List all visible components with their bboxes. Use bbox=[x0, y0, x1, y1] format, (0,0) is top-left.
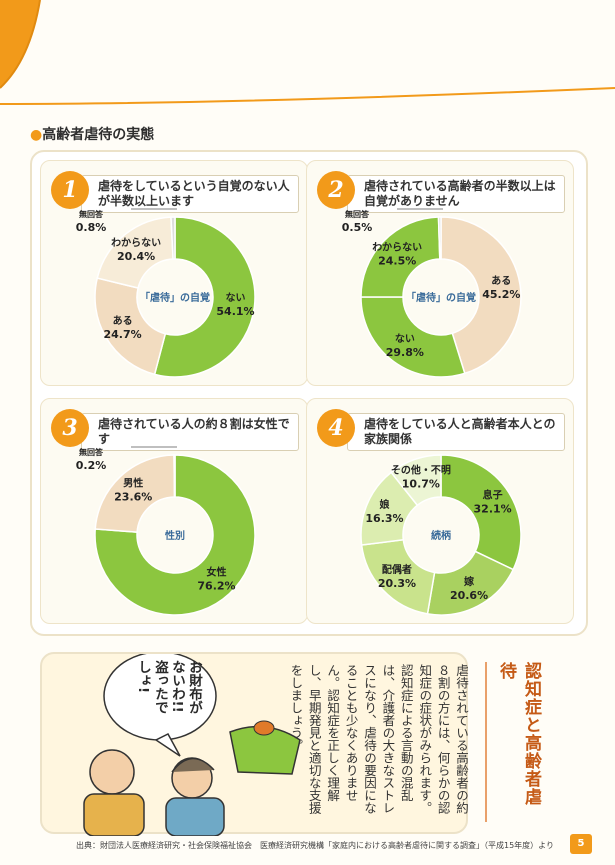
chart-card-3: 虐待されている人の約８割は女性です 3 女性 76.2% 男性 23.6% 無回答 0.2% 性… bbox=[40, 398, 308, 624]
slice-value: 76.2% bbox=[197, 580, 235, 593]
slice-value: 0.2% bbox=[76, 459, 107, 472]
donut-center-label: 性別 bbox=[164, 529, 185, 542]
slice-label: 無回答 bbox=[79, 209, 104, 219]
slice-value: 20.4% bbox=[117, 250, 155, 263]
donut-center-label: 「虐待」の自覚 bbox=[140, 291, 210, 304]
slice-value: 29.8% bbox=[386, 346, 424, 359]
slice-無回答 bbox=[437, 216, 442, 260]
illustration-area bbox=[40, 651, 468, 837]
chart-number-badge: 1 bbox=[51, 171, 89, 209]
chart-card-2: 虐待されている高齢者の半数以上は自覚がありません 2 ある 45.2% ない 29.8% わ… bbox=[306, 160, 574, 386]
slice-ない bbox=[153, 216, 256, 378]
slice-わからない bbox=[360, 216, 441, 298]
header-decoration bbox=[0, 0, 615, 105]
slice-label: わからない bbox=[111, 237, 161, 249]
bullet-icon: ● bbox=[30, 127, 43, 143]
slice-label: わからない bbox=[372, 242, 422, 254]
chart-number-badge: 4 bbox=[317, 409, 355, 447]
page-number: 5 bbox=[570, 834, 592, 854]
slice-無回答 bbox=[170, 216, 176, 260]
slice-label: 息子 bbox=[483, 488, 503, 501]
slice-label: ない bbox=[225, 292, 245, 304]
slice-label: ない bbox=[395, 333, 415, 345]
illustration-figure bbox=[83, 651, 301, 837]
slice-label: ある bbox=[113, 314, 133, 327]
slice-ある bbox=[94, 277, 167, 376]
slice-value: 16.3% bbox=[365, 512, 403, 525]
slice-value: 0.5% bbox=[342, 221, 373, 234]
section-title: ●高齢者虐待の実態 bbox=[30, 127, 155, 143]
slice-value: 10.7% bbox=[402, 477, 440, 490]
slice-value: 20.3% bbox=[378, 577, 416, 590]
slice-value: 24.5% bbox=[378, 255, 416, 268]
chart-number-badge: 2 bbox=[317, 171, 355, 209]
slice-value: 45.2% bbox=[482, 288, 520, 301]
slice-息子 bbox=[440, 454, 522, 571]
slice-label: ある bbox=[491, 274, 511, 287]
speech-bubble-text: お財布がないわ!! 盗ったでしょ! bbox=[135, 660, 202, 714]
slice-label: 男性 bbox=[123, 477, 143, 490]
slice-その他・不明 bbox=[390, 454, 442, 507]
slice-value: 20.6% bbox=[450, 589, 488, 602]
slice-label: 無回答 bbox=[79, 447, 104, 457]
slice-value: 24.7% bbox=[104, 328, 142, 341]
chart-number-badge: 3 bbox=[51, 409, 89, 447]
side-body-text: 虐待されている高齢者の約８割の方には、何らかの認知症の症状がみられます。認知症に… bbox=[288, 664, 469, 814]
slice-男性 bbox=[94, 454, 176, 533]
slice-label: 無回答 bbox=[345, 209, 370, 219]
chart-card-1: 虐待をしているという自覚のない人が半数以上います 1 ない 54.1% ある 24.7% わ… bbox=[40, 160, 308, 386]
divider bbox=[485, 662, 487, 822]
source-note: 出典：財団法人医療経済研究・社会保険福祉協会 医療経済研究機構「家庭内における高… bbox=[76, 841, 555, 850]
chart-caption: 虐待されている高齢者の半数以上は自覚がありません bbox=[347, 175, 565, 213]
slice-label: 女性 bbox=[206, 566, 226, 579]
side-title: 認知症と高齢者虐待 bbox=[496, 662, 541, 806]
slice-label: 配偶者 bbox=[382, 563, 412, 576]
chart-caption: 虐待をしているという自覚のない人が半数以上います bbox=[81, 175, 299, 213]
slice-女性 bbox=[94, 454, 256, 616]
slice-value: 54.1% bbox=[216, 305, 254, 318]
slice-value: 0.8% bbox=[76, 221, 107, 234]
slice-label: その他・不明 bbox=[391, 463, 451, 476]
chart-caption: 虐待をしている人と高齢者本人との家族関係 bbox=[347, 413, 565, 451]
slice-label: 嫁 bbox=[463, 575, 474, 588]
slice-ある bbox=[440, 216, 522, 375]
donut-center-label: 「虐待」の自覚 bbox=[406, 291, 476, 304]
slice-label: 娘 bbox=[379, 498, 389, 511]
slice-ない bbox=[360, 296, 466, 378]
donut-center-label: 続柄 bbox=[431, 529, 451, 542]
slice-value: 32.1% bbox=[474, 502, 512, 515]
chart-card-4: 虐待をしている人と高齢者本人との家族関係 4 息子 32.1% 嫁 20.6% 配偶者 20.… bbox=[306, 398, 574, 624]
slice-無回答 bbox=[173, 454, 176, 498]
slice-value: 23.6% bbox=[114, 491, 152, 504]
